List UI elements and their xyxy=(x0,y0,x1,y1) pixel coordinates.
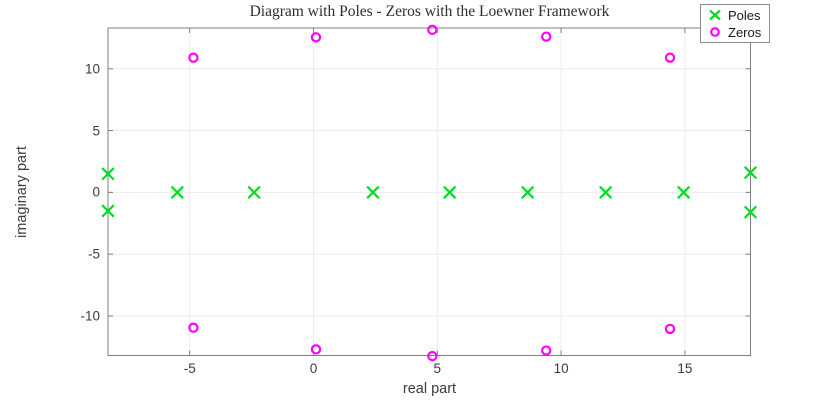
y-tick-label: 10 xyxy=(84,61,100,77)
zero-marker xyxy=(664,323,676,335)
y-tick-label: -5 xyxy=(87,246,100,262)
zero-marker xyxy=(310,344,322,355)
plot-background xyxy=(108,28,751,356)
legend-label-zeros: Zeros xyxy=(728,24,762,40)
y-tick-label: -10 xyxy=(80,308,100,324)
legend-item-zeros: Zeros xyxy=(701,25,769,39)
legend: Poles Zeros xyxy=(700,4,770,43)
x-axis-label: real part xyxy=(402,381,457,397)
x-tick-label: 10 xyxy=(553,361,569,376)
pole-marker xyxy=(170,185,184,199)
pole-marker xyxy=(521,185,535,199)
zero-marker xyxy=(310,32,322,43)
zero-marker xyxy=(541,345,552,356)
poles-x-icon xyxy=(709,9,721,21)
pole-marker xyxy=(101,167,115,181)
pole-marker xyxy=(743,166,758,180)
zero-marker xyxy=(664,52,676,63)
zero-marker xyxy=(427,24,438,36)
zero-marker xyxy=(541,31,552,42)
x-tick-label: 5 xyxy=(433,361,442,376)
pole-marker xyxy=(247,185,261,199)
chart-title: Diagram with Poles - Zeros with the Loew… xyxy=(249,3,610,20)
pole-marker xyxy=(366,185,380,199)
y-tick-label: 5 xyxy=(92,123,100,139)
zero-marker xyxy=(427,350,438,362)
y-tick-label: 0 xyxy=(92,184,100,200)
x-tick-label: 0 xyxy=(309,361,318,376)
zero-marker xyxy=(188,52,199,63)
zeros-circle-icon xyxy=(710,27,720,37)
x-tick-label: -5 xyxy=(183,361,196,376)
legend-item-poles: Poles xyxy=(701,8,769,22)
pole-marker xyxy=(599,185,613,199)
pole-marker xyxy=(677,185,691,199)
legend-label-poles: Poles xyxy=(728,7,761,23)
zero-marker xyxy=(188,322,199,333)
pole-marker xyxy=(743,205,758,219)
pole-marker xyxy=(101,204,115,218)
y-axis-label: imaginary part xyxy=(14,146,30,238)
x-tick-label: 15 xyxy=(677,361,693,376)
pole-marker xyxy=(443,185,457,199)
